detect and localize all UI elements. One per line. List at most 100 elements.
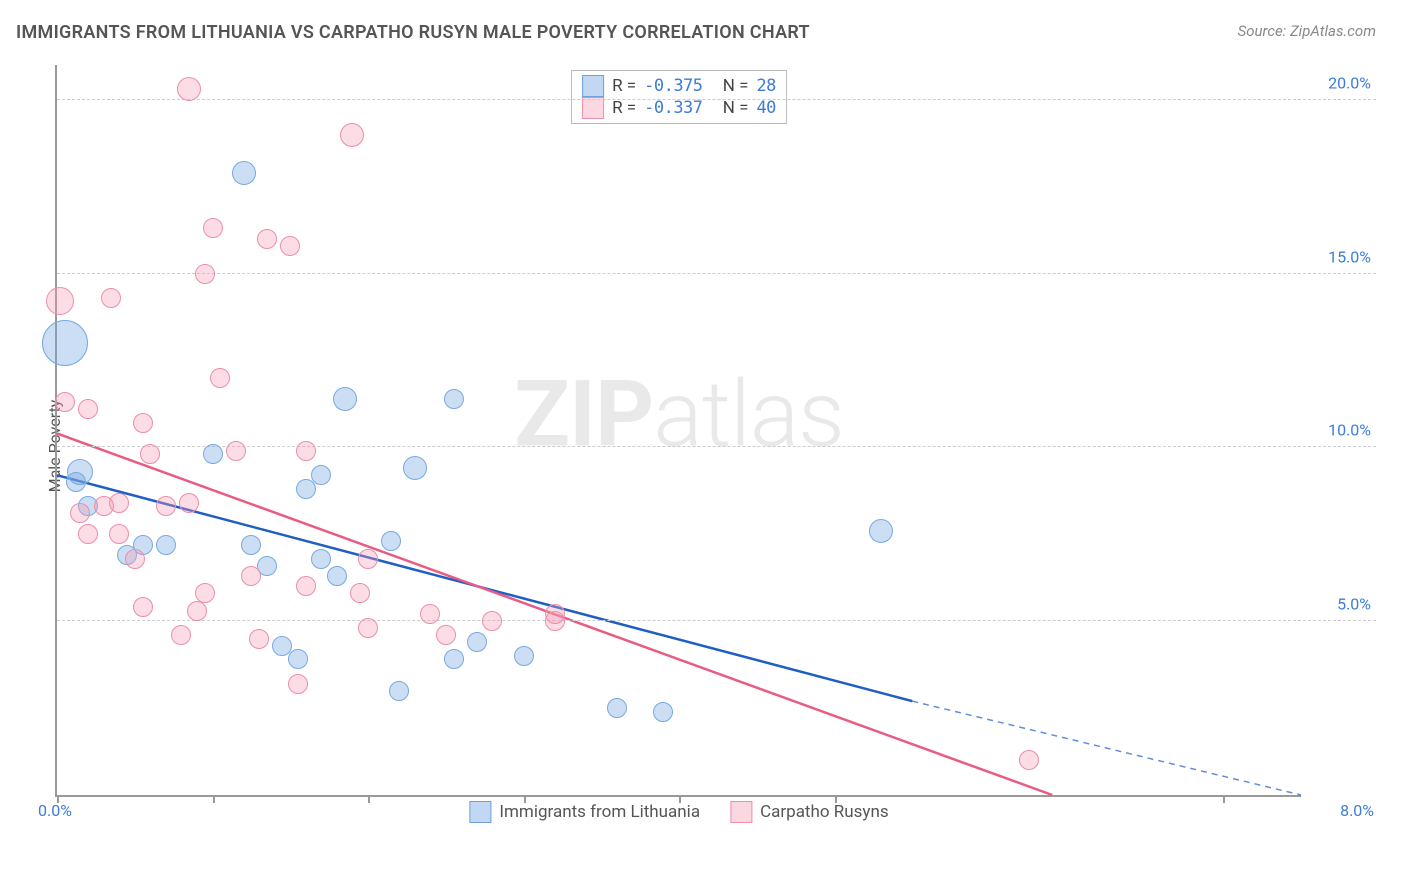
swatch-pink-icon — [582, 97, 604, 119]
data-point — [156, 496, 176, 516]
stat-value-r-pink: -0.337 — [644, 98, 702, 118]
data-point — [67, 459, 93, 485]
data-point — [1019, 750, 1039, 770]
y-tick-label: 20.0% — [1328, 73, 1371, 92]
data-point — [436, 625, 456, 645]
data-point — [117, 545, 137, 565]
data-point — [177, 77, 201, 101]
data-point — [257, 556, 277, 576]
swatch-pink-icon — [730, 801, 752, 823]
data-point — [327, 566, 347, 586]
data-point — [389, 681, 409, 701]
data-point — [514, 646, 534, 666]
data-point — [46, 287, 74, 315]
y-tick-label: 15.0% — [1328, 247, 1371, 266]
data-point — [179, 493, 199, 513]
grid-line — [57, 446, 1376, 447]
data-point — [607, 698, 627, 718]
legend-item: Carpatho Rusyns — [730, 801, 889, 823]
stat-value-n-blue: 28 — [756, 76, 775, 96]
data-point — [350, 583, 370, 603]
chart-title: IMMIGRANTS FROM LITHUANIA VS CARPATHO RU… — [16, 22, 810, 43]
data-point — [70, 503, 90, 523]
data-point — [444, 389, 464, 409]
y-tick-label: 10.0% — [1328, 421, 1371, 440]
data-point — [133, 597, 153, 617]
legend-label: Carpatho Rusyns — [760, 802, 889, 822]
data-point — [296, 576, 316, 596]
legend-item: Immigrants from Lithuania — [469, 801, 700, 823]
data-point — [381, 531, 401, 551]
data-point — [109, 524, 129, 544]
plot-wrapper: ZIPatlas R = -0.375 N = 28 R = -0.337 — [55, 65, 1376, 827]
data-point — [210, 368, 230, 388]
data-point — [358, 549, 378, 569]
data-point — [241, 566, 261, 586]
data-point — [78, 524, 98, 544]
data-point — [333, 387, 357, 411]
legend-label: Immigrants from Lithuania — [499, 802, 700, 822]
data-point — [133, 535, 153, 555]
data-point — [171, 625, 191, 645]
data-point — [420, 604, 440, 624]
data-point — [195, 583, 215, 603]
source-attribution: Source: ZipAtlas.com — [1238, 22, 1376, 40]
watermark-bold: ZIP — [514, 362, 653, 469]
x-tick — [1223, 795, 1225, 803]
data-point — [195, 264, 215, 284]
data-point — [311, 549, 331, 569]
data-point — [249, 629, 269, 649]
legend-stats-row: R = -0.375 N = 28 — [582, 75, 776, 97]
data-point — [288, 674, 308, 694]
data-point — [109, 493, 129, 513]
watermark-light: atlas — [653, 362, 844, 469]
grid-line — [57, 99, 1376, 100]
x-tick — [835, 795, 837, 803]
data-point — [133, 413, 153, 433]
data-point — [545, 604, 565, 624]
data-point — [156, 535, 176, 555]
x-tick-label: 0.0% — [38, 801, 72, 820]
stat-value-r-blue: -0.375 — [644, 76, 702, 96]
stat-value-n-pink: 40 — [756, 98, 775, 118]
swatch-blue-icon — [469, 801, 491, 823]
data-point — [226, 441, 246, 461]
x-tick — [213, 795, 215, 803]
watermark: ZIPatlas — [514, 362, 844, 469]
chart-container: IMMIGRANTS FROM LITHUANIA VS CARPATHO RU… — [0, 0, 1406, 892]
data-point — [296, 441, 316, 461]
data-point — [203, 218, 223, 238]
data-point — [482, 611, 502, 631]
plot-area: ZIPatlas R = -0.375 N = 28 R = -0.337 — [55, 65, 1301, 797]
data-point — [869, 519, 893, 543]
grid-line — [57, 620, 1376, 621]
data-point — [42, 320, 88, 366]
data-point — [467, 632, 487, 652]
x-tick — [679, 795, 681, 803]
data-point — [444, 649, 464, 669]
regression-lines — [57, 65, 1301, 795]
stat-label-n: N = — [723, 98, 749, 118]
data-point — [272, 636, 292, 656]
legend-stats: R = -0.375 N = 28 R = -0.337 N = 40 — [571, 70, 787, 124]
data-point — [187, 601, 207, 621]
data-point — [653, 702, 673, 722]
x-tick-label: 8.0% — [1340, 801, 1374, 820]
data-point — [78, 496, 98, 516]
legend-stats-row: R = -0.337 N = 40 — [582, 97, 776, 119]
x-tick — [524, 795, 526, 803]
data-point — [311, 465, 331, 485]
data-point — [232, 161, 256, 185]
data-point — [296, 479, 316, 499]
data-point — [241, 535, 261, 555]
stat-label-n: N = — [723, 76, 749, 96]
swatch-blue-icon — [582, 75, 604, 97]
data-point — [288, 649, 308, 669]
grid-line — [57, 273, 1376, 274]
data-point — [66, 472, 86, 492]
data-point — [545, 611, 565, 631]
data-point — [340, 123, 364, 147]
legend-series: Immigrants from Lithuania Carpatho Rusyn… — [469, 801, 888, 823]
data-point — [94, 496, 114, 516]
data-point — [280, 236, 300, 256]
